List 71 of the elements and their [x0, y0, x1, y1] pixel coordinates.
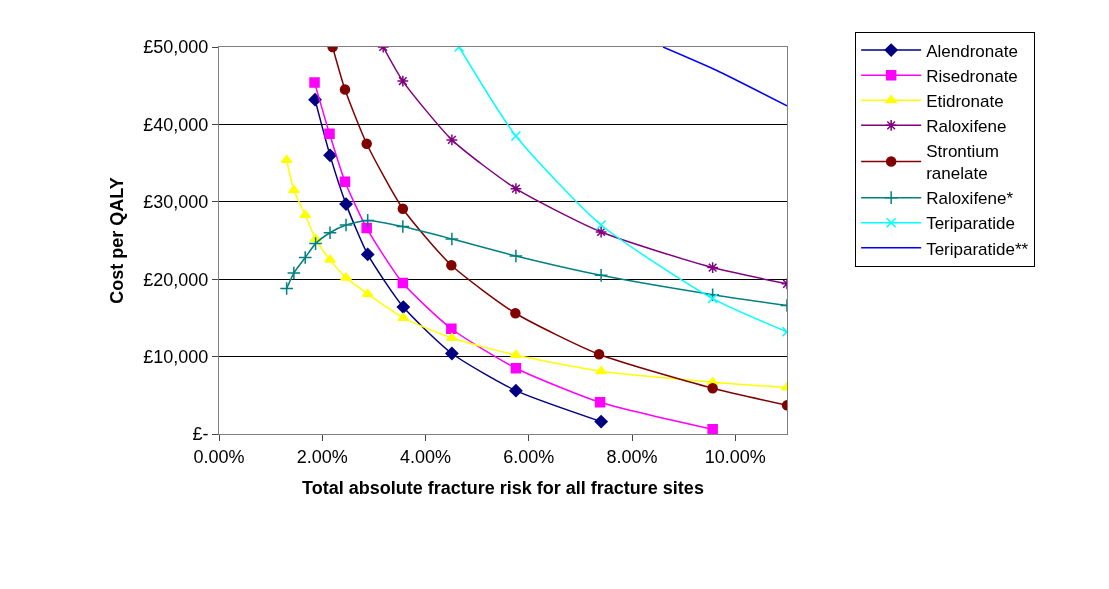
y-tick-label: £10,000: [143, 346, 209, 367]
point: [396, 74, 409, 88]
point: [324, 254, 336, 263]
point: [595, 219, 607, 231]
point: [593, 349, 605, 360]
point: [706, 261, 719, 274]
legend-label: Teriparatide**: [926, 239, 1029, 259]
point: [322, 225, 338, 240]
y-tick-label: £-: [192, 424, 209, 445]
point: [594, 415, 608, 429]
point: [361, 247, 375, 262]
y-tick-label: £50,000: [143, 37, 209, 58]
legend-label: Etidronate: [926, 91, 1004, 111]
x-tick-label: 10.00%: [704, 446, 766, 467]
y-tick-label: £40,000: [143, 114, 209, 135]
point: [446, 323, 457, 334]
point: [309, 77, 320, 88]
legend-label: Strontium ranelate: [926, 142, 999, 184]
point: [508, 248, 523, 264]
legend-label: Risedronate: [926, 66, 1018, 86]
point: [339, 197, 353, 211]
point: [445, 346, 459, 361]
point: [279, 281, 294, 296]
x-tick-label: 2.00%: [296, 446, 348, 467]
point: [308, 236, 323, 251]
x-tick-label: 0.00%: [193, 446, 245, 467]
y-tick-label: £20,000: [143, 269, 209, 290]
point: [509, 182, 523, 195]
point: [339, 84, 351, 95]
point: [445, 332, 458, 342]
point: [707, 293, 718, 304]
point: [395, 219, 410, 234]
legend-label: Teriparatide: [926, 214, 1015, 234]
point: [594, 225, 608, 239]
point: [338, 217, 354, 233]
point: [397, 277, 409, 289]
point: [594, 268, 609, 283]
legend-label: Alendronate: [926, 41, 1018, 61]
point: [324, 128, 335, 139]
x-tick-label: 8.00%: [606, 446, 658, 467]
y-tick-label: £30,000: [143, 192, 209, 213]
point: [594, 397, 606, 408]
point: [360, 213, 375, 228]
legend-label: Raloxifene: [926, 117, 1007, 136]
point: [510, 308, 521, 319]
point: [707, 424, 718, 434]
x-tick-label: 4.00%: [400, 446, 452, 467]
point: [361, 138, 372, 149]
point: [707, 383, 718, 394]
point: [509, 384, 523, 398]
point: [509, 349, 522, 359]
y-axis-title: Cost per QALY: [106, 177, 127, 304]
point: [510, 362, 522, 374]
legend-label: Raloxifene*: [926, 189, 1014, 209]
point: [361, 222, 372, 234]
point: [705, 287, 720, 302]
point: [510, 130, 522, 142]
point: [397, 203, 409, 215]
point: [339, 176, 351, 187]
point: [323, 148, 337, 162]
point: [340, 272, 352, 281]
x-axis-title: Total absolute fracture risk for all fracture sites: [302, 477, 704, 498]
point: [308, 93, 322, 107]
point: [445, 133, 459, 147]
x-tick-label: 6.00%: [503, 446, 555, 467]
point: [396, 300, 410, 314]
point: [287, 184, 300, 194]
point: [286, 265, 301, 281]
point: [444, 231, 459, 246]
point: [298, 250, 313, 265]
point: [446, 260, 457, 271]
